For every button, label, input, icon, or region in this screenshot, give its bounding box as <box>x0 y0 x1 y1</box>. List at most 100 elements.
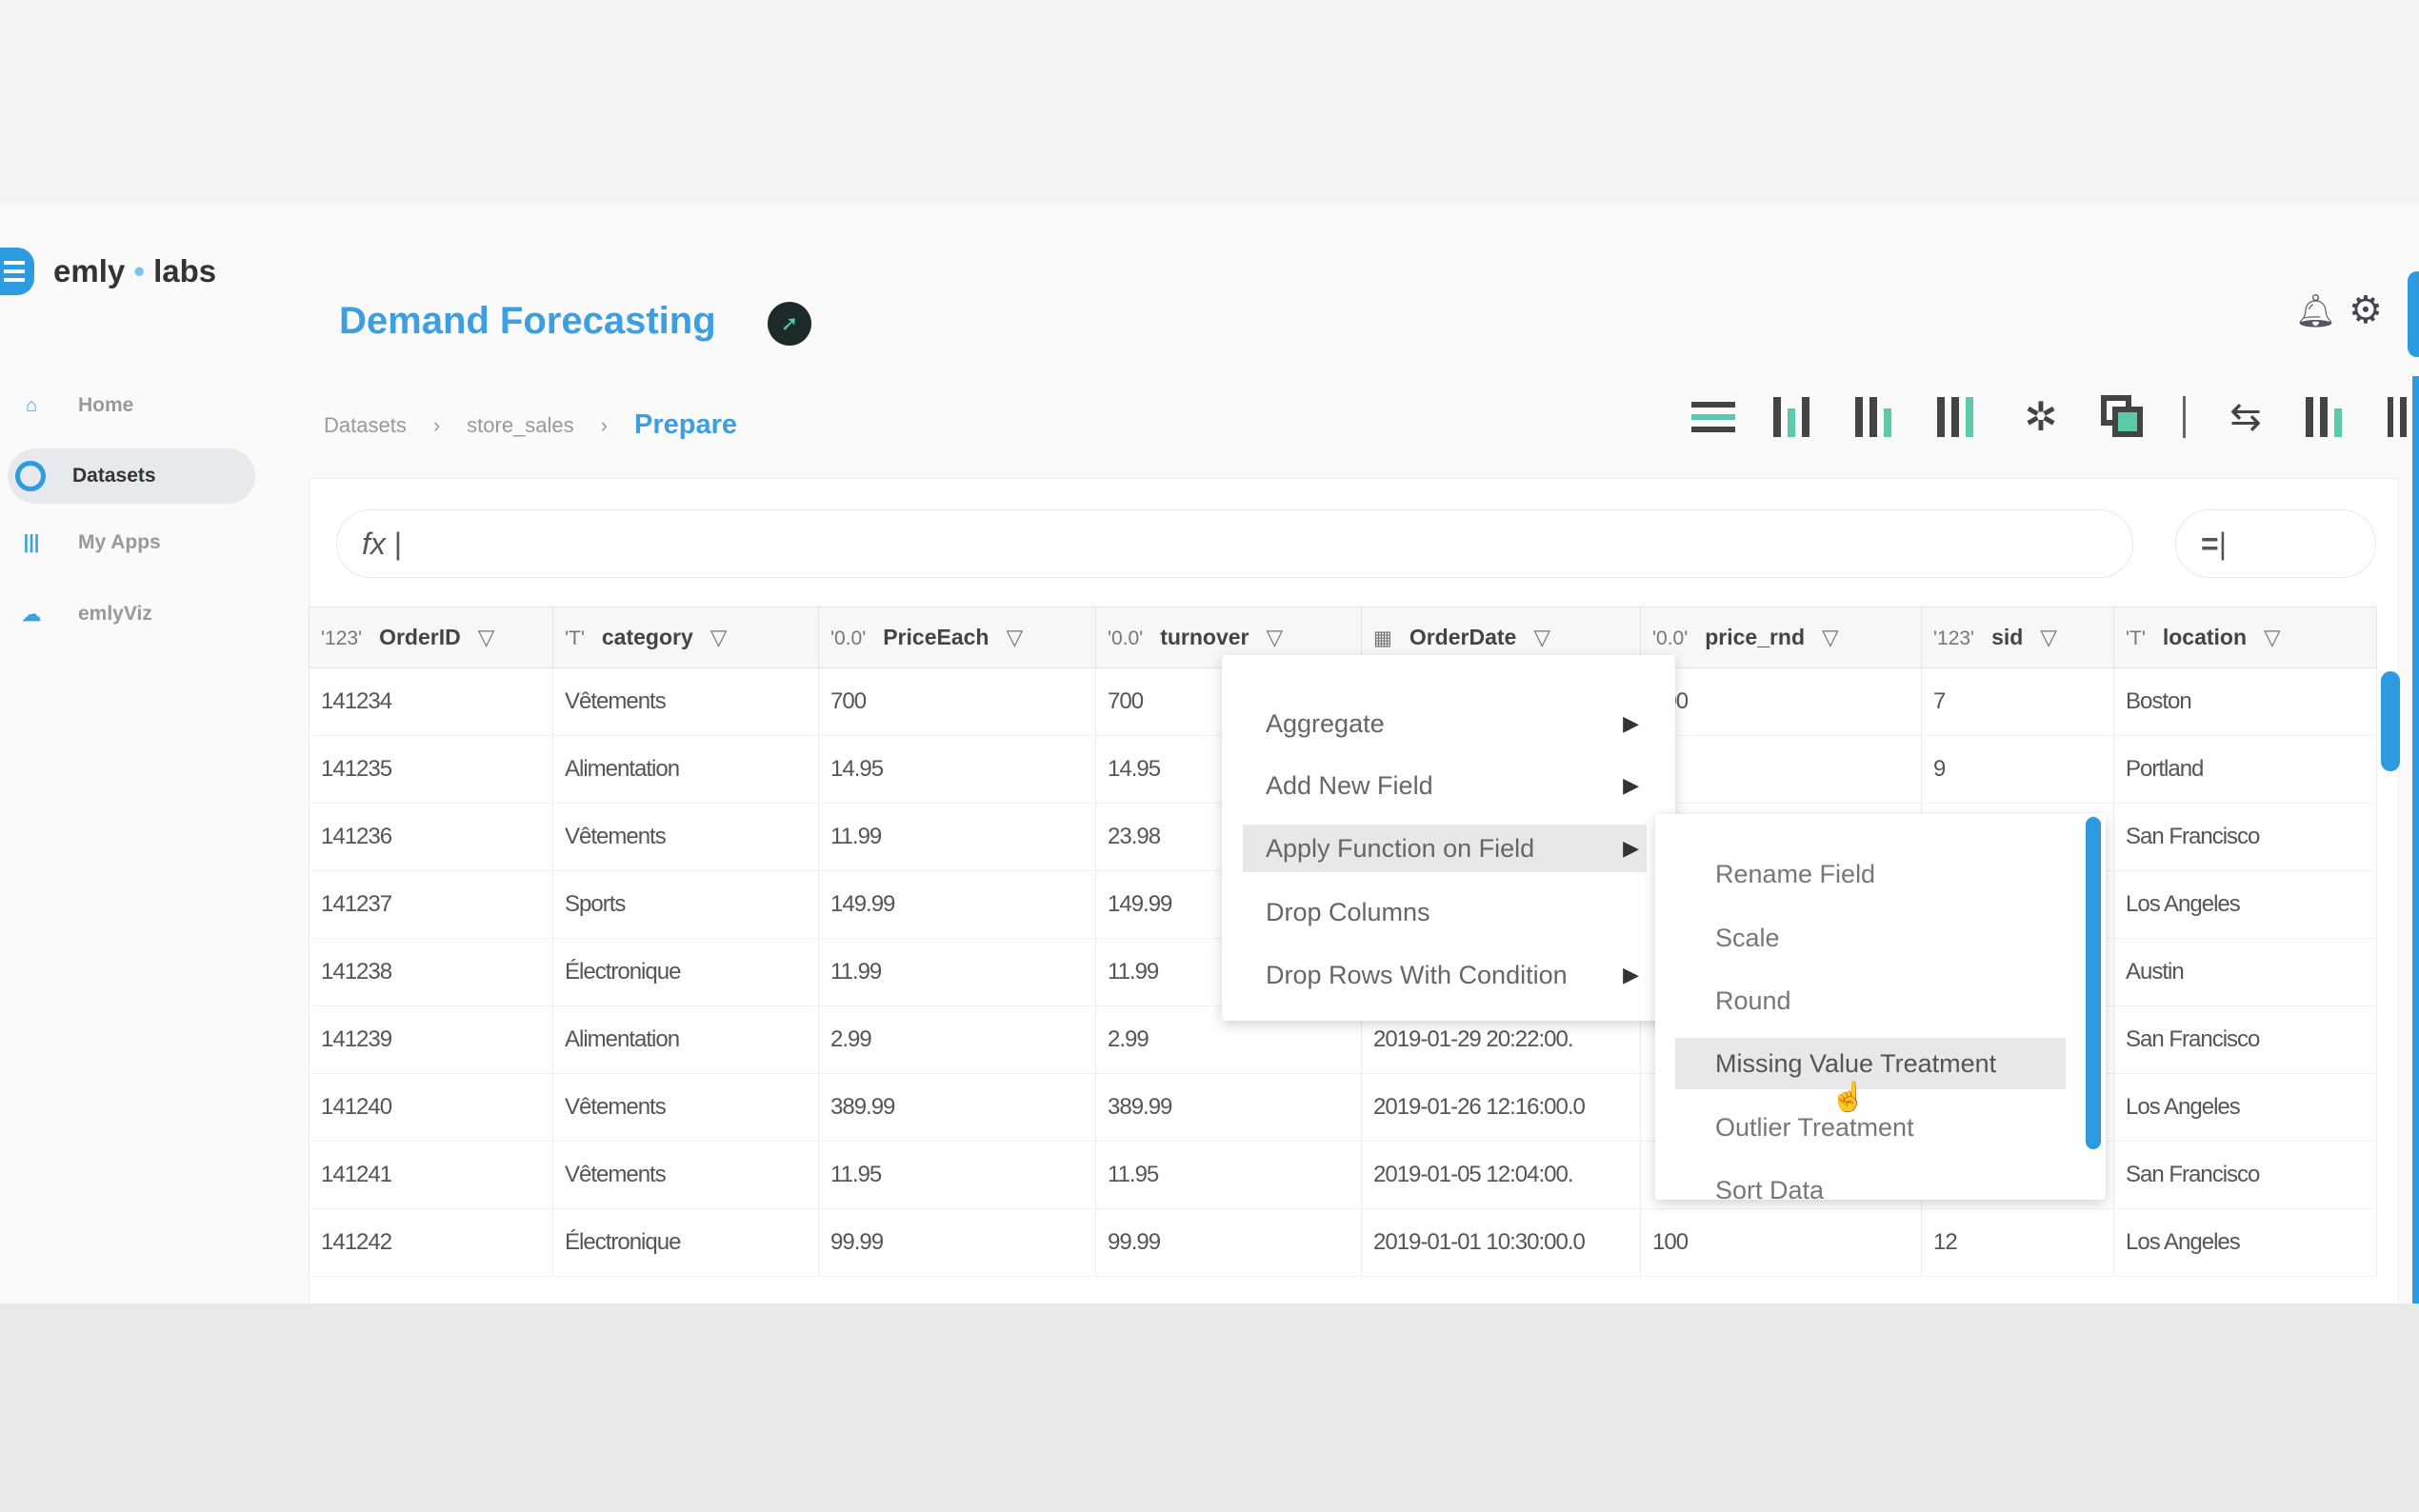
table-cell[interactable]: Vêtements <box>552 667 819 736</box>
menu-item-drop-rows-with-condition[interactable]: Drop Rows With Condition ▶ <box>1266 960 1639 989</box>
side-panel-tab[interactable] <box>2408 271 2419 357</box>
table-cell[interactable]: Sports <box>552 870 819 939</box>
bar-chart-icon[interactable] <box>1773 397 1817 437</box>
table-cell[interactable]: 2019-01-01 10:30:00.0 <box>1361 1208 1641 1277</box>
menu-item-aggregate[interactable]: Aggregate ▶ <box>1266 708 1639 738</box>
submenu-item-rename-field[interactable]: Rename Field <box>1715 859 1876 888</box>
formula-input[interactable]: fx | <box>336 509 2133 578</box>
submenu-item-outlier-treatment[interactable]: Outlier Treatment <box>1715 1112 1914 1142</box>
column-header-sid[interactable]: '123' sid ▽ <box>1921 607 2114 668</box>
submenu-item-missing-value-treatment[interactable]: Missing Value Treatment <box>1675 1038 2066 1089</box>
table-cell[interactable]: 141238 <box>309 938 553 1006</box>
columns-icon[interactable] <box>2306 397 2349 437</box>
copy-icon[interactable] <box>2101 395 2145 439</box>
filter-icon[interactable]: ▽ <box>2264 625 2281 649</box>
table-cell[interactable]: 141240 <box>309 1073 553 1142</box>
rocket-icon[interactable]: ➚ <box>768 302 811 346</box>
menu-item-add-new-field[interactable]: Add New Field ▶ <box>1266 770 1639 800</box>
column-header-category[interactable]: 'T' category ▽ <box>552 607 819 668</box>
sidebar-item-home[interactable]: ⌂ Home <box>8 378 255 433</box>
table-cell[interactable]: Los Angeles <box>2113 870 2377 939</box>
table-row[interactable]: 141242 Électronique 99.99 99.99 2019-01-01 1… <box>309 1208 2377 1277</box>
table-cell[interactable]: 700 <box>818 667 1096 736</box>
filter-input[interactable]: = | <box>2175 509 2376 578</box>
table-cell[interactable]: 99.99 <box>1095 1208 1362 1277</box>
table-cell[interactable]: San Francisco <box>2113 1141 2377 1209</box>
submenu-scrollbar[interactable] <box>2086 817 2101 1149</box>
filter-icon[interactable]: ▽ <box>477 625 495 649</box>
filter-icon[interactable]: ▽ <box>710 625 728 649</box>
table-cell[interactable]: 700 <box>1640 667 1922 736</box>
sidebar-item-my-apps[interactable]: ||| My Apps <box>8 515 255 570</box>
table-cell[interactable]: Alimentation <box>552 1005 819 1074</box>
table-cell[interactable]: 389.99 <box>818 1073 1096 1142</box>
table-scrollbar[interactable] <box>2381 671 2400 771</box>
column-header-priceeach[interactable]: '0.0' PriceEach ▽ <box>818 607 1096 668</box>
table-cell[interactable]: 9 <box>1921 735 2114 804</box>
table-cell[interactable]: 2019-01-05 12:04:00. <box>1361 1141 1641 1209</box>
filter-icon[interactable]: ▽ <box>1266 625 1284 649</box>
breadcrumb-datasets[interactable]: Datasets <box>324 412 407 437</box>
sidebar-item-datasets[interactable]: Datasets <box>8 448 255 504</box>
table-cell[interactable]: 11.95 <box>818 1141 1096 1209</box>
table-cell[interactable]: San Francisco <box>2113 1005 2377 1074</box>
table-cell[interactable]: 141236 <box>309 803 553 871</box>
column-chart-icon[interactable] <box>1855 397 1899 437</box>
table-cell[interactable]: 141241 <box>309 1141 553 1209</box>
column-header-location[interactable]: 'T' location ▽ <box>2113 607 2377 668</box>
submenu-item-scale[interactable]: Scale <box>1715 923 1780 952</box>
table-cell[interactable]: Boston <box>2113 667 2377 736</box>
table-cell[interactable] <box>1640 735 1922 804</box>
table-cell[interactable]: 141237 <box>309 870 553 939</box>
table-cell[interactable]: Vêtements <box>552 1073 819 1142</box>
table-cell[interactable]: 149.99 <box>818 870 1096 939</box>
network-icon[interactable]: ✲ <box>2024 394 2058 439</box>
table-cell[interactable]: 12 <box>1921 1208 2114 1277</box>
table-cell[interactable]: Los Angeles <box>2113 1208 2377 1277</box>
menu-item-drop-columns[interactable]: Drop Columns <box>1266 897 1430 926</box>
table-cell[interactable]: 14.95 <box>818 735 1096 804</box>
type-number-icon: '0.0' <box>1108 627 1144 649</box>
table-cell[interactable]: 11.95 <box>1095 1141 1362 1209</box>
table-cell[interactable]: 2.99 <box>818 1005 1096 1074</box>
breadcrumb-store-sales[interactable]: store_sales <box>467 412 574 437</box>
context-menu: Aggregate ▶ Add New Field ▶ Apply Function… <box>1222 655 1675 1021</box>
table-cell[interactable]: Vêtements <box>552 803 819 871</box>
submenu-item-round[interactable]: Round <box>1715 985 1791 1015</box>
sidebar-item-emlyviz[interactable]: ☁ emlyViz <box>8 587 255 642</box>
table-cell[interactable]: Los Angeles <box>2113 1073 2377 1142</box>
table-cell[interactable]: 141242 <box>309 1208 553 1277</box>
column-chart-alt-icon[interactable] <box>1937 397 1981 437</box>
table-cell[interactable]: 141235 <box>309 735 553 804</box>
filter-icon[interactable]: ▽ <box>1533 625 1551 649</box>
table-cell[interactable]: 7 <box>1921 667 2114 736</box>
swap-icon[interactable]: ⇆ <box>2229 396 2262 438</box>
table-cell[interactable]: Vêtements <box>552 1141 819 1209</box>
column-header-price-rnd[interactable]: '0.0' price_rnd ▽ <box>1640 607 1922 668</box>
table-cell[interactable]: 141239 <box>309 1005 553 1074</box>
list-icon[interactable] <box>1691 395 1735 439</box>
table-cell[interactable]: 100 <box>1640 1208 1922 1277</box>
filter-icon[interactable]: ▽ <box>1822 625 1839 649</box>
table-cell[interactable]: Austin <box>2113 938 2377 1006</box>
bell-icon[interactable]: 🔔︎ <box>2295 293 2337 329</box>
table-cell[interactable]: 11.99 <box>818 803 1096 871</box>
type-number-icon: '0.0' <box>1652 627 1689 649</box>
table-cell[interactable]: 11.99 <box>818 938 1096 1006</box>
table-cell[interactable]: 99.99 <box>818 1208 1096 1277</box>
table-cell[interactable]: 389.99 <box>1095 1073 1362 1142</box>
table-cell[interactable]: San Francisco <box>2113 803 2377 871</box>
logo[interactable]: emly • labs <box>0 248 216 295</box>
table-cell[interactable]: Alimentation <box>552 735 819 804</box>
filter-icon[interactable]: ▽ <box>1006 625 1024 649</box>
gear-icon[interactable]: ⚙ <box>2349 289 2383 331</box>
table-cell[interactable]: Électronique <box>552 938 819 1006</box>
table-cell[interactable]: Électronique <box>552 1208 819 1277</box>
column-header-orderid[interactable]: '123' OrderID ▽ <box>309 607 553 668</box>
table-cell[interactable]: Portland <box>2113 735 2377 804</box>
filter-icon[interactable]: ▽ <box>2040 625 2057 649</box>
menu-item-apply-function-on-field[interactable]: Apply Function on Field ▶ <box>1243 825 1647 872</box>
submenu-item-sort-data[interactable]: Sort Data <box>1715 1175 1825 1201</box>
table-cell[interactable]: 141234 <box>309 667 553 736</box>
table-cell[interactable]: 2019-01-26 12:16:00.0 <box>1361 1073 1641 1142</box>
